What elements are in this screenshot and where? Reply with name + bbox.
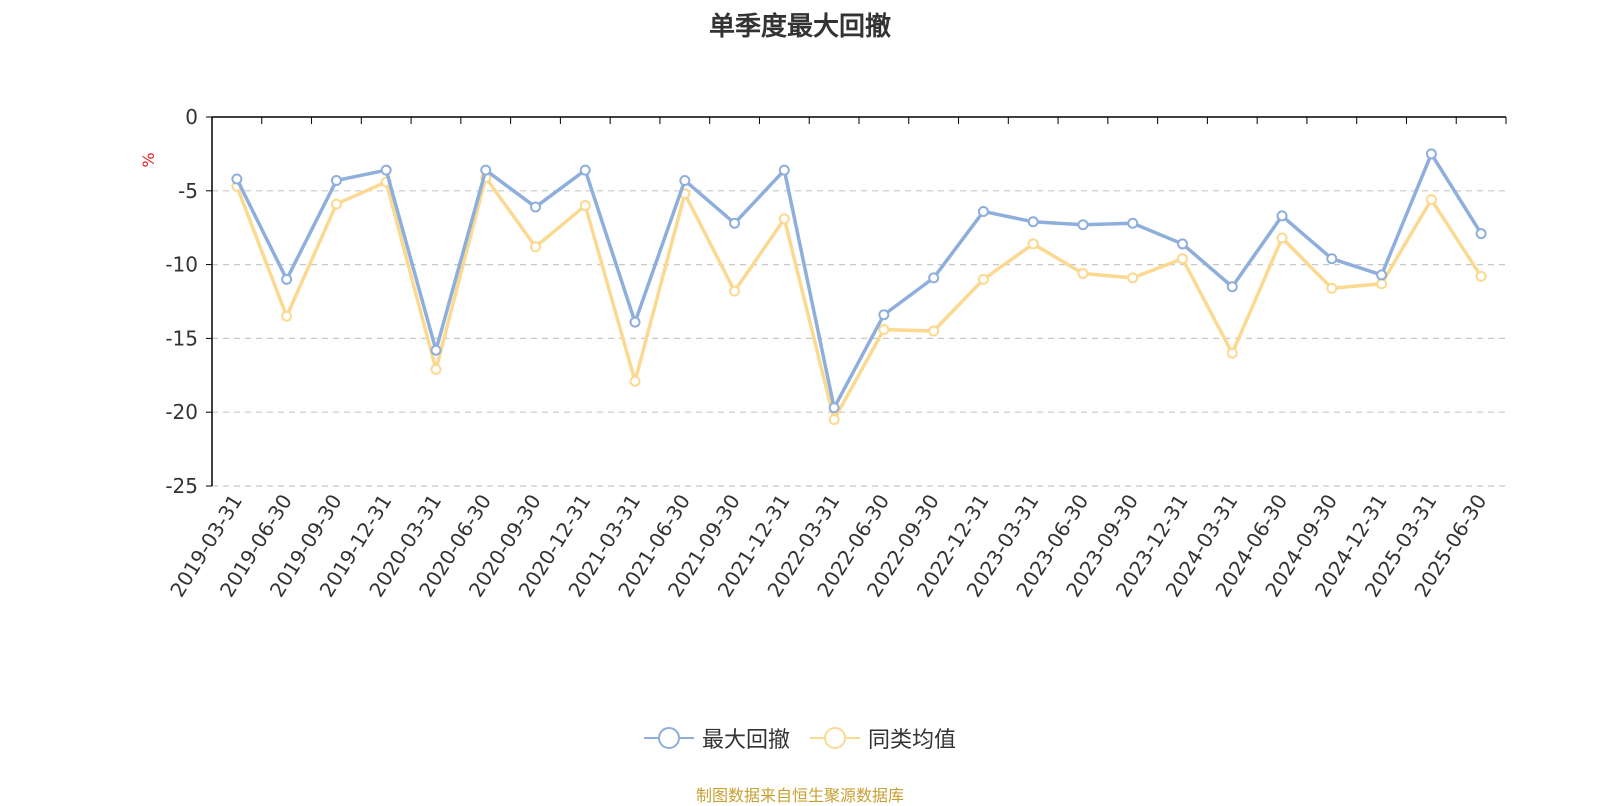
data-point[interactable] — [878, 324, 890, 336]
data-point[interactable] — [530, 241, 541, 253]
data-point[interactable] — [1425, 148, 1437, 160]
series-line — [235, 175, 1483, 422]
chart-title: 单季度最大回撤 — [708, 12, 891, 42]
y-tick-label: -10 — [165, 253, 198, 277]
y-tick-label: 0 — [185, 105, 198, 129]
data-point[interactable] — [1276, 232, 1288, 244]
data-point[interactable] — [778, 164, 790, 176]
data-point[interactable] — [330, 198, 342, 210]
legend-marker-series-2 — [810, 727, 860, 749]
legend-item-series-2[interactable]: 同类均值 — [810, 722, 956, 754]
data-point[interactable] — [878, 309, 890, 321]
data-point[interactable] — [1127, 217, 1139, 229]
data-point[interactable] — [281, 273, 293, 285]
data-point[interactable] — [1376, 278, 1388, 290]
legend-item-series-1[interactable]: 最大回撤 — [643, 722, 790, 754]
legend: 最大回撤 同类均值 — [0, 722, 1600, 754]
data-point[interactable] — [1326, 253, 1338, 265]
data-point[interactable] — [579, 164, 591, 176]
data-point[interactable] — [1475, 270, 1487, 282]
y-tick-label: -20 — [165, 400, 198, 424]
data-point[interactable] — [330, 174, 342, 186]
data-point[interactable] — [1226, 281, 1238, 293]
data-point[interactable] — [679, 174, 691, 186]
data-point[interactable] — [729, 285, 741, 297]
data-point[interactable] — [828, 402, 840, 414]
data-source-note: 制图数据来自恒生聚源数据库 — [695, 786, 904, 805]
y-tick-label: -5 — [178, 179, 198, 203]
data-point[interactable] — [480, 164, 492, 176]
data-point[interactable] — [629, 316, 641, 328]
data-point[interactable] — [231, 173, 243, 185]
grid-lines — [212, 190, 1506, 487]
data-point[interactable] — [1127, 272, 1139, 284]
data-point[interactable] — [1276, 210, 1288, 222]
legend-label-series-2: 同类均值 — [868, 728, 957, 753]
series-2 — [231, 172, 1487, 426]
data-point[interactable] — [629, 375, 641, 387]
data-point[interactable] — [1226, 347, 1238, 359]
data-point[interactable] — [1425, 194, 1437, 206]
data-point[interactable] — [579, 200, 591, 212]
y-tick-label: -25 — [165, 474, 198, 498]
data-point[interactable] — [430, 344, 442, 356]
series-line — [235, 152, 1483, 410]
data-point[interactable] — [928, 272, 940, 284]
axes: 0 -5 -10 -15 -20 -25 — [165, 105, 1507, 498]
data-point[interactable] — [1177, 253, 1188, 265]
data-point[interactable] — [828, 414, 840, 426]
data-point[interactable] — [530, 201, 541, 213]
data-point[interactable] — [1027, 216, 1039, 228]
data-point[interactable] — [1077, 219, 1089, 231]
data-point[interactable] — [778, 213, 790, 225]
series-1 — [231, 148, 1487, 414]
data-point[interactable] — [281, 310, 293, 322]
data-point[interactable] — [380, 164, 392, 176]
x-tick-labels: 2019-03-312019-06-302019-09-302019-12-31… — [165, 490, 1491, 601]
y-axis-unit-label: % — [139, 152, 158, 167]
legend-marker-series-1 — [643, 727, 694, 749]
data-point[interactable] — [1027, 238, 1039, 250]
data-point[interactable] — [1376, 269, 1388, 281]
y-tick-label: -15 — [165, 326, 198, 350]
data-point[interactable] — [1475, 228, 1487, 240]
data-point[interactable] — [977, 273, 989, 285]
data-point[interactable] — [1077, 267, 1089, 279]
data-point[interactable] — [1177, 238, 1188, 250]
data-point[interactable] — [928, 325, 940, 337]
legend-label-series-1: 最大回撤 — [701, 728, 790, 753]
data-point[interactable] — [1326, 282, 1338, 294]
data-point[interactable] — [729, 217, 741, 229]
series-lines — [231, 148, 1487, 426]
data-point[interactable] — [977, 205, 989, 217]
data-point[interactable] — [430, 363, 442, 375]
